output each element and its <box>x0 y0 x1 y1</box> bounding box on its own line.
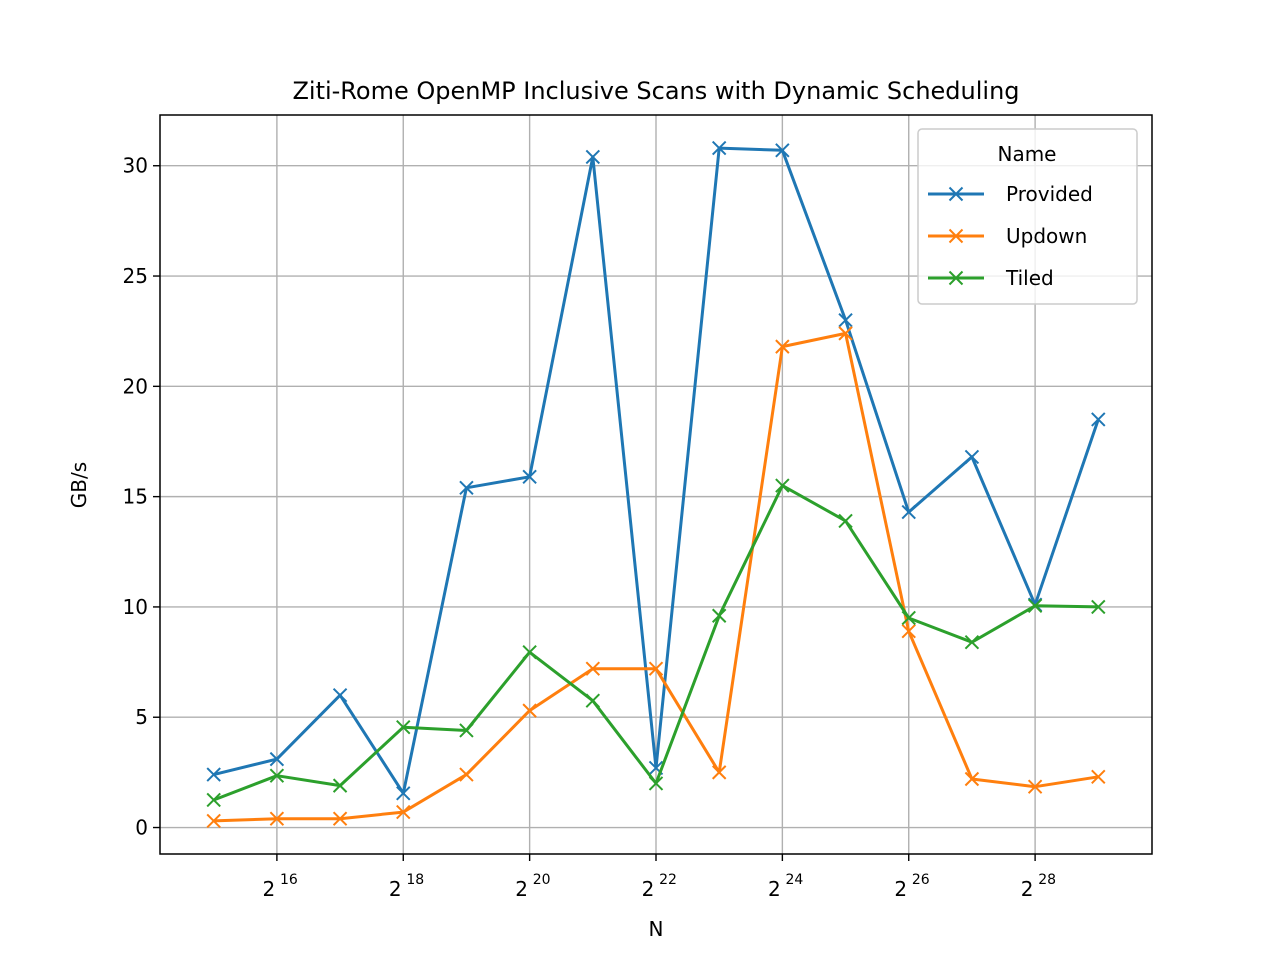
x-tick-exponent: 24 <box>785 872 803 888</box>
x-tick-label: 2 <box>642 877 655 901</box>
data-point <box>1091 769 1106 784</box>
legend-label: Provided <box>1006 182 1093 206</box>
data-point <box>648 661 664 676</box>
legend-title: Name <box>997 142 1056 166</box>
data-point <box>711 140 727 156</box>
data-point <box>206 813 221 829</box>
data-point <box>206 767 221 782</box>
data-point <box>648 776 664 791</box>
x-tick-label: 2 <box>894 877 907 901</box>
data-point <box>1091 599 1106 615</box>
x-tick-label: 2 <box>515 877 528 901</box>
legend-swatch-marker <box>948 228 964 244</box>
legend-entry-updown: Updown <box>928 224 1087 248</box>
data-point <box>1091 412 1106 427</box>
data-point <box>332 778 348 793</box>
x-axis-title: N <box>649 917 664 941</box>
series-tiled <box>206 478 1106 808</box>
x-tick-exponent: 18 <box>406 872 424 888</box>
y-tick-label: 20 <box>123 374 148 398</box>
data-point <box>964 449 980 465</box>
legend: Name Provided Updown Tiled <box>917 128 1138 305</box>
data-point <box>585 149 601 165</box>
data-point <box>711 608 727 623</box>
data-point <box>459 480 474 496</box>
y-tick-label: 15 <box>123 485 148 509</box>
legend-frame <box>917 128 1138 305</box>
data-point <box>522 469 537 484</box>
data-point <box>269 751 285 767</box>
x-tick-label: 2 <box>1021 877 1034 901</box>
x-axis-ticks: 2 16 2 18 2 20 2 22 2 24 2 26 2 28 <box>263 854 1056 901</box>
grid-lines <box>160 115 1152 854</box>
y-tick-label: 30 <box>123 154 148 178</box>
y-tick-label: 25 <box>123 264 148 288</box>
data-point <box>775 339 790 354</box>
legend-swatch-marker <box>948 186 964 202</box>
data-point <box>901 610 916 626</box>
data-point <box>522 703 537 718</box>
y-tick-label: 5 <box>135 705 148 729</box>
series-updown <box>206 326 1106 829</box>
data-point <box>838 513 853 529</box>
data-point <box>396 719 411 735</box>
data-point <box>459 723 474 738</box>
legend-label: Updown <box>1006 224 1087 248</box>
x-tick-label: 2 <box>389 877 402 901</box>
data-point <box>901 504 916 520</box>
x-tick-label: 2 <box>768 877 781 901</box>
data-point <box>269 811 285 826</box>
x-tick-exponent: 22 <box>659 872 677 888</box>
y-tick-label: 10 <box>123 595 148 619</box>
legend-swatch-marker <box>948 270 964 286</box>
data-point <box>838 326 853 341</box>
x-tick-exponent: 20 <box>533 872 551 888</box>
y-axis-title: GB/s <box>67 462 91 508</box>
data-point <box>206 792 221 808</box>
chart-title: Ziti-Rome OpenMP Inclusive Scans with Dy… <box>292 77 1019 105</box>
data-point <box>522 644 537 660</box>
legend-entry-provided: Provided <box>928 182 1093 206</box>
legend-label: Tiled <box>1005 266 1054 290</box>
data-point <box>332 811 348 826</box>
data-point <box>901 623 916 639</box>
data-point <box>1027 598 1043 614</box>
data-point <box>838 312 853 328</box>
data-point <box>459 767 474 782</box>
data-point <box>396 786 411 801</box>
x-tick-exponent: 26 <box>912 872 930 888</box>
legend-entries: Provided Updown Tiled <box>928 182 1093 290</box>
data-point <box>775 478 790 493</box>
data-point <box>269 768 285 783</box>
data-point <box>775 143 790 158</box>
data-point <box>1027 779 1043 794</box>
legend-entry-tiled: Tiled <box>928 266 1054 290</box>
series-layer <box>206 140 1106 829</box>
data-point <box>964 771 980 787</box>
data-point <box>585 693 601 708</box>
data-point <box>711 765 727 780</box>
x-tick-label: 2 <box>263 877 276 901</box>
data-point <box>332 687 348 703</box>
y-axis-ticks: 0 5 10 15 20 25 30 <box>123 154 160 840</box>
data-point <box>964 635 980 650</box>
y-tick-label: 0 <box>135 816 148 840</box>
data-point <box>396 804 411 820</box>
data-point <box>585 661 601 676</box>
x-tick-exponent: 16 <box>280 872 298 888</box>
x-tick-exponent: 28 <box>1038 872 1056 888</box>
